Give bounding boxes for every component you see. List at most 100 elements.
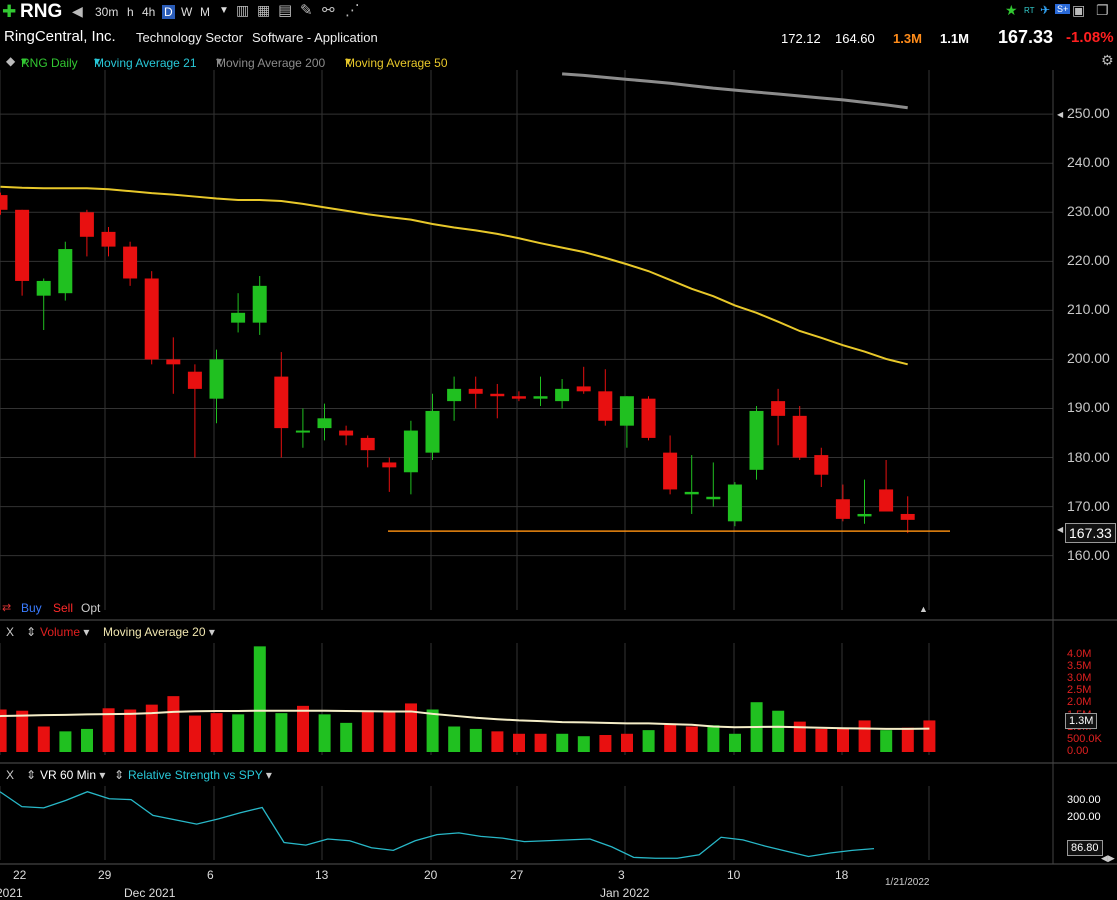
- volume-bar: [772, 710, 785, 752]
- candle-body: [123, 246, 138, 279]
- volume-title[interactable]: Volume ▾: [40, 625, 90, 639]
- volume-bar: [426, 709, 439, 752]
- volume-bar: [448, 726, 461, 752]
- timeframe-m[interactable]: M: [200, 5, 210, 19]
- rs-title[interactable]: Relative Strength vs SPY ▾: [128, 768, 272, 782]
- candle-body: [231, 312, 246, 323]
- toolbar: ✚ RNG ◀ 30m h 4h D W M ▼ ▥ ▦ ▤ ✎ ⚯ ⋰ ★ R…: [0, 0, 1117, 24]
- volume-bar: [102, 708, 115, 752]
- timeframe-4h[interactable]: 4h: [142, 5, 156, 19]
- stocktwits-icon[interactable]: S+: [1055, 4, 1071, 14]
- candle-body: [382, 462, 397, 468]
- volume-bar: [59, 731, 72, 752]
- sort-icon-3[interactable]: ⇕: [114, 768, 125, 782]
- price-tick-label: 210.00: [1067, 301, 1110, 318]
- rs-period-label[interactable]: VR 60 Min ▾: [40, 768, 106, 782]
- candle-body: [900, 513, 915, 520]
- symbol-label[interactable]: RNG: [20, 1, 63, 22]
- volume-bar: [16, 710, 29, 752]
- price-tick-label: 190.00: [1067, 399, 1110, 416]
- candle-body: [727, 484, 742, 522]
- twitter-icon[interactable]: ✈: [1040, 3, 1051, 17]
- bar-chart-icon[interactable]: ▥: [236, 2, 250, 18]
- candle-body: [58, 249, 73, 294]
- window-icon[interactable]: ❐: [1096, 2, 1109, 18]
- tc-icon[interactable]: ▦: [257, 2, 271, 18]
- volume-bar: [534, 733, 547, 752]
- speaker-icon[interactable]: ◀: [72, 3, 83, 19]
- date-tick-label: 6: [207, 868, 214, 882]
- gear-icon[interactable]: ⚙: [1101, 52, 1114, 68]
- legend-symbol[interactable]: RNG Daily ▾: [21, 54, 78, 70]
- volume-tick-label: 3.0M: [1067, 672, 1092, 685]
- timeframe-h[interactable]: h: [127, 5, 134, 19]
- rs-close-button[interactable]: X: [6, 768, 15, 782]
- last-price: 167.33: [998, 27, 1054, 47]
- sell-button[interactable]: Sell: [53, 601, 74, 615]
- volume-tick-label: 0.00: [1067, 745, 1089, 757]
- share-icon[interactable]: ⋰: [345, 2, 360, 19]
- sort-icon-2[interactable]: ⇕: [26, 768, 37, 782]
- trade-icon[interactable]: ⇄: [2, 602, 12, 614]
- link-icon[interactable]: ⚯: [322, 2, 335, 19]
- dropdown-icon[interactable]: ▼: [219, 5, 229, 16]
- volume-bar: [513, 733, 525, 752]
- candle-body: [0, 195, 8, 210]
- candle-body: [144, 278, 159, 360]
- star-icon[interactable]: ★: [1005, 2, 1018, 18]
- plus-icon[interactable]: ✚: [2, 2, 17, 21]
- volume-bar: [858, 720, 871, 752]
- volume-bar: [275, 713, 288, 752]
- volume-bar: [815, 728, 828, 752]
- legend-ma200[interactable]: Moving Average 200 ▾: [216, 54, 326, 70]
- rs-tick-label: 300.00: [1067, 793, 1101, 806]
- scroll-left-icon-2[interactable]: ◀: [1057, 525, 1064, 534]
- price-change: -1.08%: [1066, 29, 1114, 46]
- avg-volume-value: 1.1M: [940, 31, 969, 46]
- volume-panel-header: X ⇕ Volume ▾ Moving Average 20 ▾: [0, 625, 400, 641]
- sector-label[interactable]: Technology Sector: [136, 30, 243, 45]
- candle-body: [447, 388, 462, 402]
- volume-bar: [124, 709, 137, 752]
- volume-tick-label: 4.0M: [1067, 647, 1092, 660]
- ma200-line: [561, 72, 908, 110]
- opt-button[interactable]: Opt: [81, 601, 101, 615]
- volume-tick-label: 2.5M: [1067, 684, 1092, 697]
- scroll-left-icon[interactable]: ◀: [1057, 110, 1064, 119]
- timeframe-d[interactable]: D: [162, 5, 175, 19]
- candle-body: [166, 359, 181, 365]
- sort-icon[interactable]: ⇕: [26, 625, 37, 639]
- layout-icon[interactable]: ▤: [278, 2, 293, 19]
- legend-ma50[interactable]: Moving Average 50 ▾: [345, 54, 448, 70]
- chart-legend: ◆ RNG Daily ▾ Moving Average 21 ▾ Moving…: [0, 52, 1117, 70]
- candle-body: [317, 418, 332, 429]
- current-date-label: 1/21/2022: [885, 877, 930, 888]
- volume-bar: [793, 721, 806, 752]
- price-tick-label: 220.00: [1067, 252, 1110, 269]
- timeframe-w[interactable]: W: [181, 5, 193, 19]
- chart-settings-icon[interactable]: ◆: [6, 54, 16, 68]
- pencil-icon[interactable]: ✎: [300, 2, 313, 19]
- candle-body: [619, 396, 634, 426]
- save-icon[interactable]: ▣: [1072, 2, 1086, 18]
- candle-body: [771, 401, 786, 416]
- candle-body: [490, 393, 505, 397]
- volume-bar: [189, 715, 201, 752]
- legend-ma21[interactable]: Moving Average 21 ▾: [94, 54, 197, 70]
- volume-bar: [599, 735, 612, 752]
- rs-current-tag: 86.80: [1067, 840, 1103, 856]
- volume-bar: [685, 726, 698, 752]
- rs-panel-header: X ⇕ VR 60 Min ▾ ⇕ Relative Strength vs S…: [0, 768, 400, 784]
- timeframe-30m[interactable]: 30m: [95, 5, 119, 19]
- rt-icon[interactable]: RT: [1024, 6, 1035, 15]
- volume-ma-label[interactable]: Moving Average 20 ▾: [103, 625, 215, 639]
- price-tick-label: 170.00: [1067, 497, 1110, 514]
- volume-bar: [81, 728, 93, 752]
- day-high: 172.12: [781, 31, 821, 46]
- buy-button[interactable]: Buy: [21, 601, 42, 615]
- expand-icon[interactable]: ◀▶: [1101, 853, 1115, 863]
- volume-close-button[interactable]: X: [6, 625, 15, 639]
- price-tick-label: 160.00: [1067, 546, 1110, 563]
- industry-label[interactable]: Software - Application: [252, 30, 378, 45]
- candle-body: [749, 410, 764, 470]
